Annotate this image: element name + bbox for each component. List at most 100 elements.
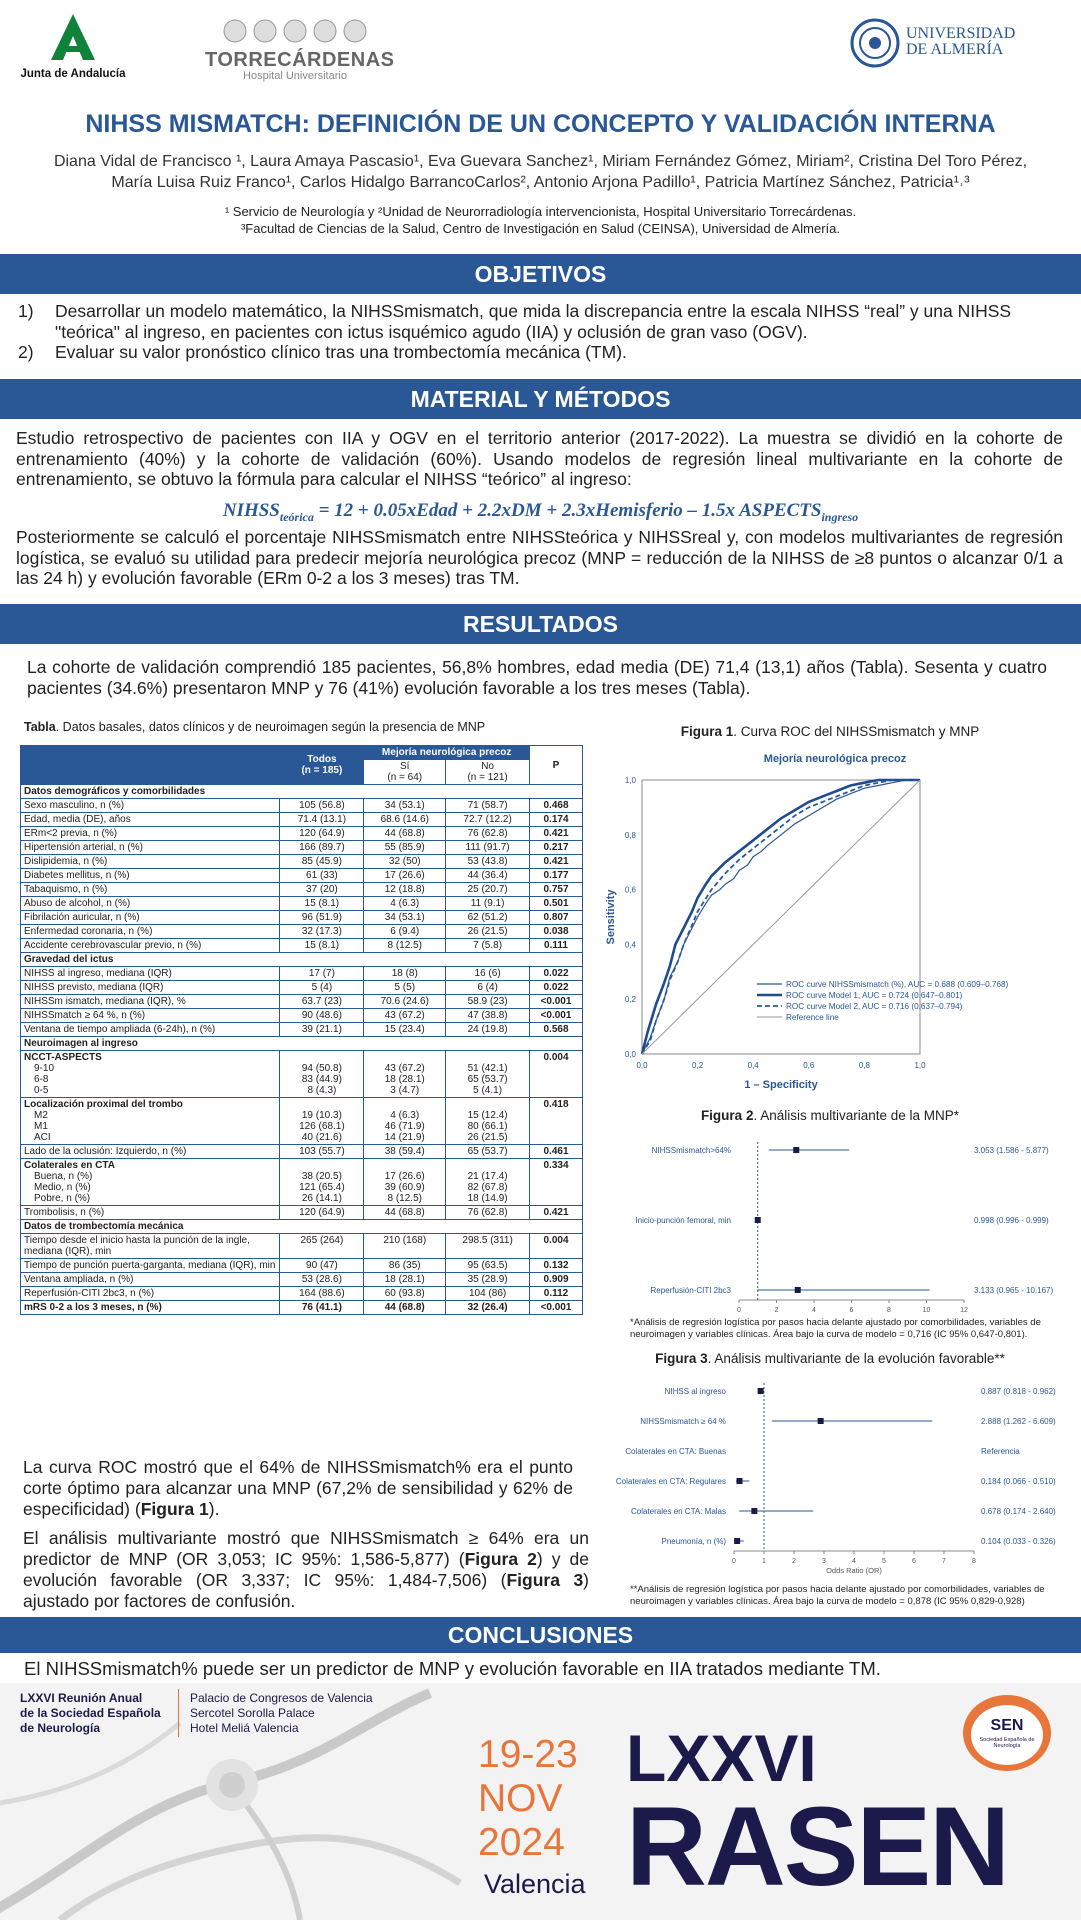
table-row: Localización proximal del trombo M2 M1 ACI 1…	[19, 1097, 583, 1145]
x-tick-label: 5	[882, 1558, 886, 1565]
figure-2-note: *Análisis de regresión logística por pas…	[630, 1317, 1041, 1340]
metodos-paragraph-2: Posteriormente se calculó el porcentaje …	[16, 527, 1063, 588]
row-label: Colaterales en CTA: Malas	[631, 1507, 726, 1516]
table-row-label: Fibrilación auricular, n (%)	[19, 910, 281, 925]
torrecardenas-name: TORRECÁRDENAS	[205, 49, 395, 71]
table-cell: 96 (51.9)	[279, 910, 365, 925]
table-cell: 65 (53.7)	[445, 1144, 531, 1159]
y-axis-label: Sensitivity	[605, 889, 617, 945]
ual-name-1: UNIVERSIDAD	[906, 25, 1016, 42]
x-tick-label: 6	[850, 1307, 854, 1314]
table-p-value: 0.568	[529, 1022, 583, 1037]
table-cell: 53 (28.6)	[279, 1272, 365, 1287]
table-row: Reperfusión-CITI 2bc3, n (%) 164 (88.6) 60…	[19, 1286, 583, 1301]
objetivo-item: 2) Evaluar su valor pronóstico clínico tr…	[18, 342, 1053, 363]
table-row-sublabel: Medio, n (%)	[34, 1182, 91, 1193]
table-cell: 4 (6.3)	[363, 896, 447, 911]
table-p-value: 0.112	[529, 1286, 583, 1301]
authors-line-1: Diana Vidal de Francisco ¹, Laura Amaya …	[53, 153, 1028, 170]
brain-icon	[963, 1695, 1051, 1771]
table-p-value: 0.132	[529, 1258, 583, 1273]
x-tick-label: 7	[942, 1558, 946, 1565]
table-row-label: Sexo masculino, n (%)	[19, 798, 281, 813]
legend-entry: Reference line	[786, 1013, 839, 1022]
table-cell: 63.7 (23)	[279, 994, 365, 1009]
x-tick-label: 2	[792, 1558, 796, 1565]
or-point	[754, 1217, 761, 1223]
table-cell: 44 (36.4)	[445, 868, 531, 883]
or-point	[757, 1388, 764, 1394]
ual-name-2: DE ALMERÍA	[906, 41, 1004, 58]
legend-entry: ROC curve NIHSSmismatch (%), AUC = 0.688…	[786, 980, 1009, 989]
table-row-label: Ventana ampliada, n (%)	[19, 1272, 281, 1287]
event-name: LXXVI Reunión Anual de la Sociedad Españo…	[20, 1691, 161, 1735]
table-cell: 210 (168)	[363, 1233, 447, 1259]
row-value: 3.053 (1.586 - 5.877)	[974, 1146, 1049, 1155]
table-row-label: Enfermedad coronaria, n (%)	[19, 924, 281, 939]
table-p-value: 0.177	[529, 868, 583, 883]
forest-plot-mnp: 024681012Odds Ratio (OR)NIHSSmismatch>64…	[635, 1142, 1054, 1314]
table-p-value: 0.004	[529, 1233, 583, 1259]
table-cell: 72.7 (12.2)	[445, 812, 531, 827]
table-row: NIHSS al ingreso, mediana (IQR) 17 (7) 18 …	[19, 966, 583, 981]
row-value: 0.104 (0.033 - 0.326)	[981, 1537, 1056, 1546]
x-tick-label: 0	[737, 1307, 741, 1314]
table-cell: 164 (88.6)	[279, 1286, 365, 1301]
row-label: Inicio-punción femoral, min	[635, 1216, 731, 1225]
objetivos-list: 1) Desarrollar un modelo matemático, la N…	[18, 301, 1053, 363]
table-row-label: Accidente cerebrovascular previo, n (%)	[19, 938, 281, 953]
or-point	[736, 1478, 743, 1484]
table-cell: 62 (51.2)	[445, 910, 531, 925]
x-tick-label: 0,6	[803, 1061, 815, 1070]
table-row-sublabel: ACI	[34, 1132, 51, 1143]
resultados-paragraph-2: La curva ROC mostró que el 64% de NIHSSm…	[23, 1457, 573, 1519]
table-p-value: 0.004	[529, 1050, 583, 1098]
table-row-sublabel: M1	[34, 1121, 48, 1132]
table-row: NCCT-ASPECTS 9-10 6-8 0-5 94 (50.8) 83 (44.9…	[19, 1050, 583, 1098]
figure-2-caption: Figura 2. Análisis multivariante de la M…	[700, 1108, 960, 1123]
table-cell: 90 (47)	[279, 1258, 365, 1273]
table-row-label: NIHSSm ismatch, mediana (IQR), %	[19, 994, 281, 1009]
table-p-value: 0.421	[529, 854, 583, 869]
authors-line-2: María Luisa Ruiz Franco¹, Carlos Hidalgo…	[111, 174, 970, 191]
table-cell: 12 (18.8)	[363, 882, 447, 897]
table-cell: 76 (62.8)	[445, 826, 531, 841]
table-cell: 105 (56.8)	[279, 798, 365, 813]
table-section-label: Neuroimagen al ingreso	[20, 1036, 583, 1051]
table-p-value: <0.001	[529, 994, 583, 1009]
metodos-paragraph-1: Estudio retrospectivo de pacientes con I…	[16, 428, 1063, 489]
x-axis-label: 1 – Specificity	[744, 1079, 818, 1091]
junta-andalucia-logo: Junta de Andalucía	[18, 12, 128, 82]
table-section-row: Datos de trombectomía mecánica	[20, 1219, 583, 1234]
table-cell: 17 (7)	[279, 966, 365, 981]
table-row: Colaterales en CTA Buena, n (%) Medio, n (…	[19, 1158, 583, 1206]
table-row-label: Lado de la oclusión: Izquierdo, n (%)	[19, 1144, 281, 1159]
table-cell: 298.5 (311)	[445, 1233, 531, 1259]
table-row: mRS 0-2 a los 3 meses, n (%) 76 (41.1) 44 …	[19, 1300, 583, 1315]
legend-entry: ROC curve Model 2, AUC = 0.716 (0.637–0.…	[786, 1002, 963, 1011]
or-point	[817, 1418, 824, 1424]
table-p-value: 0.468	[529, 798, 583, 813]
or-point	[734, 1538, 741, 1544]
table-row-label: NCCT-ASPECTS 9-10 6-8 0-5	[19, 1050, 281, 1098]
table-row: Ventana ampliada, n (%) 53 (28.6) 18 (28.1…	[19, 1272, 583, 1287]
table-row: Sexo masculino, n (%) 105 (56.8) 34 (53.1)…	[19, 798, 583, 813]
table-cell: 120 (64.9)	[279, 1205, 365, 1220]
table-row-sublabel: Pobre, n (%)	[34, 1193, 91, 1204]
table-cell: 60 (93.8)	[363, 1286, 447, 1301]
table-header-p: P	[529, 745, 583, 785]
table-cell: 44 (68.8)	[363, 1205, 447, 1220]
y-tick-label: 0,2	[625, 995, 637, 1004]
objetivo-number: 1)	[18, 301, 34, 321]
table-row-label: Colaterales en CTA Buena, n (%) Medio, n (…	[19, 1158, 281, 1206]
ual-logo: UNIVERSIDAD DE ALMERÍA	[850, 18, 1050, 73]
table-cell: 76 (62.8)	[445, 1205, 531, 1220]
table-row-label: Trombolisis, n (%)	[19, 1205, 281, 1220]
table-header-todos: Todos (n = 185)	[279, 745, 365, 785]
row-label: Colaterales en CTA: Regulares	[616, 1477, 726, 1486]
table-p-value: 0.421	[529, 826, 583, 841]
torrecardenas-sub: Hospital Universitario	[243, 70, 347, 82]
section-material-metodos: MATERIAL Y MÉTODOS	[0, 379, 1081, 419]
resultados-paragraph-1: La cohorte de validación comprendió 185 …	[27, 657, 1047, 698]
table-row-label: NIHSS al ingreso, mediana (IQR)	[19, 966, 281, 981]
